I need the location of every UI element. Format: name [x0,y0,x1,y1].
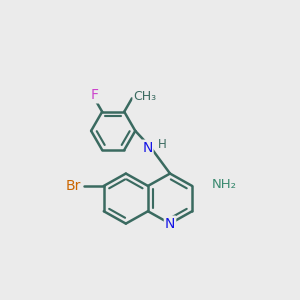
Text: H: H [158,138,167,151]
Text: F: F [90,88,98,102]
Text: NH₂: NH₂ [214,179,239,192]
Text: N: N [165,217,175,231]
Text: CH₃: CH₃ [134,90,157,104]
Text: N: N [142,141,152,154]
Text: Br: Br [66,179,81,193]
Text: NH₂: NH₂ [212,178,237,191]
